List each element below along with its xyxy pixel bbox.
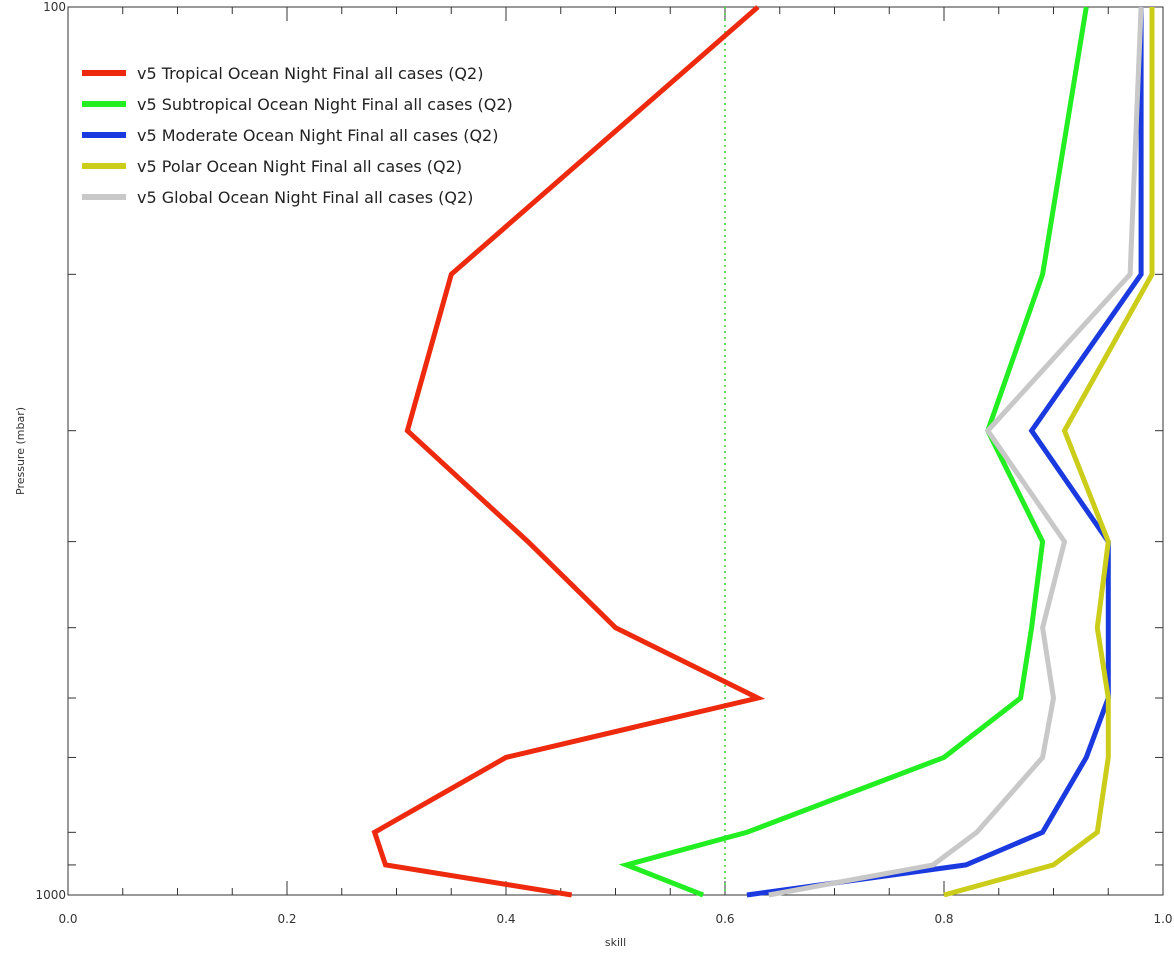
- x-tick-labels: 0.0 0.2 0.4 0.6 0.8 1.0: [58, 912, 1172, 926]
- legend-entry-label: v5 Global Ocean Night Final all cases (Q…: [137, 188, 473, 207]
- x-tick-label: 1.0: [1153, 912, 1172, 926]
- x-tick-label: 0.8: [934, 912, 953, 926]
- x-axis-label: skill: [605, 936, 626, 949]
- x-tick-label: 0.2: [277, 912, 296, 926]
- plot-axes: [67, 6, 1164, 896]
- series-line-1: [371, 5, 766, 898]
- y-tick-label: 1000: [35, 888, 66, 902]
- legend-entry-label: v5 Subtropical Ocean Night Final all cas…: [137, 95, 513, 114]
- series-line-3: [746, 7, 1144, 898]
- series-line-5: [768, 6, 1144, 898]
- series-line-2: [618, 6, 1089, 898]
- x-tick-label: 0.6: [715, 912, 734, 926]
- x-tick-label: 0.4: [496, 912, 515, 926]
- y-tick-label: 100: [43, 0, 66, 14]
- series-line-4: [943, 7, 1155, 898]
- legend-entry-label: v5 Tropical Ocean Night Final all cases …: [137, 64, 483, 83]
- y-tick-labels: 100 1000: [35, 0, 66, 902]
- x-tick-label: 0.0: [58, 912, 77, 926]
- legend: v5 Tropical Ocean Night Final all cases …: [82, 64, 513, 207]
- legend-entry-label: v5 Moderate Ocean Night Final all cases …: [137, 126, 498, 145]
- y-axis-label: Pressure (mbar): [14, 407, 27, 495]
- series-layer: [371, 5, 1155, 898]
- legend-entry-label: v5 Polar Ocean Night Final all cases (Q2…: [137, 157, 462, 176]
